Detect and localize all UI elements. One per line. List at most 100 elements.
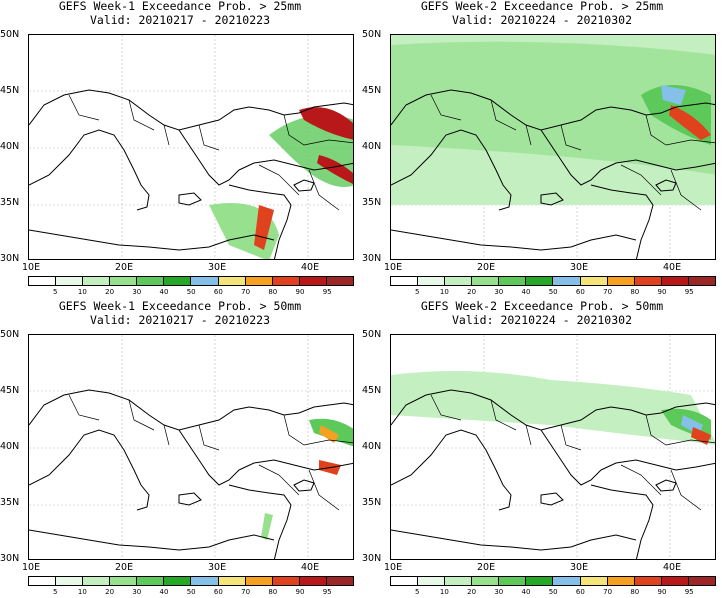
probability-map <box>390 34 716 260</box>
panel-title: GEFS Week-2 Exceedance Prob. > 25mm <box>420 0 664 13</box>
colorbar-label: 80 <box>268 288 278 296</box>
map-graphic <box>29 35 353 259</box>
colorbar-label: 80 <box>268 588 278 596</box>
map-graphic <box>391 35 715 259</box>
country-borders <box>68 94 353 211</box>
prob-area <box>691 427 711 445</box>
coastline <box>391 89 715 259</box>
colorbar-label: 5 <box>52 588 58 596</box>
colorbar-label: 40 <box>521 288 531 296</box>
lon-label: 10E <box>384 262 403 273</box>
colorbar-label: 80 <box>630 288 640 296</box>
lat-label: 35N <box>0 197 20 208</box>
colorbar-label: 90 <box>657 288 667 296</box>
colorbar-label: 20 <box>105 288 115 296</box>
panel-title: GEFS Week-1 Exceedance Prob. > 25mm <box>58 0 302 13</box>
prob-area <box>317 155 353 185</box>
probability-map <box>28 334 354 560</box>
colorbar-swatch <box>580 277 608 285</box>
colorbar-label: 40 <box>159 288 169 296</box>
colorbar-label: 70 <box>603 588 613 596</box>
colorbar-swatch <box>634 577 662 585</box>
colorbar-swatch <box>299 277 327 285</box>
colorbar-label: 70 <box>603 288 613 296</box>
lat-label: 45N <box>362 385 382 396</box>
country-borders <box>430 94 715 211</box>
colorbar-swatch <box>580 577 608 585</box>
panel-valid-dates: Valid: 20210224 - 20210302 <box>451 13 632 27</box>
colorbar-swatch <box>526 577 554 585</box>
lon-label: 30E <box>208 562 227 573</box>
lon-label: 40E <box>663 562 682 573</box>
lat-label: 40N <box>0 441 20 452</box>
colorbar-label: 95 <box>322 288 332 296</box>
colorbar-swatch <box>661 277 689 285</box>
coastline <box>29 89 353 259</box>
prob-area <box>299 107 353 140</box>
lat-label: 30N <box>0 553 20 564</box>
country-borders <box>430 394 715 511</box>
lat-label: 40N <box>362 141 382 152</box>
lat-label: 40N <box>0 141 20 152</box>
colorbar-label: 10 <box>77 588 87 596</box>
colorbar-swatch <box>218 277 246 285</box>
colorbar-label: 60 <box>575 588 585 596</box>
lon-label: 30E <box>208 262 227 273</box>
colorbar-label: 30 <box>494 288 504 296</box>
colorbar <box>390 276 716 286</box>
colorbar-label: 80 <box>630 588 640 596</box>
prob-area <box>669 105 711 140</box>
colorbar-swatch <box>164 577 192 585</box>
colorbar-swatch <box>499 277 527 285</box>
lon-label: 20E <box>477 562 496 573</box>
colorbar-label: 60 <box>575 288 585 296</box>
colorbar-swatch <box>110 577 138 585</box>
colorbar-label: 60 <box>213 588 223 596</box>
colorbar-label: 10 <box>439 588 449 596</box>
lat-label: 50N <box>0 329 20 340</box>
lat-label: 50N <box>362 329 382 340</box>
colorbar-swatch <box>607 577 635 585</box>
colorbar-swatch <box>191 577 219 585</box>
colorbar-label: 90 <box>295 288 305 296</box>
panel-title: GEFS Week-1 Exceedance Prob. > 50mm <box>58 299 302 313</box>
colorbar-swatch <box>688 277 715 285</box>
colorbar-swatch <box>445 577 473 585</box>
lat-label: 45N <box>0 85 20 96</box>
lon-label: 40E <box>301 562 320 573</box>
colorbar-label: 30 <box>132 288 142 296</box>
colorbar <box>390 576 716 586</box>
colorbar-label: 60 <box>213 288 223 296</box>
coastline <box>391 389 715 559</box>
panel-title: GEFS Week-2 Exceedance Prob. > 50mm <box>420 299 664 313</box>
prob-area <box>661 85 686 105</box>
colorbar-label: 70 <box>241 588 251 596</box>
lon-label: 10E <box>22 262 41 273</box>
colorbar-label: 95 <box>684 288 694 296</box>
lon-label: 20E <box>477 262 496 273</box>
lon-label: 30E <box>570 262 589 273</box>
colorbar-label: 20 <box>467 288 477 296</box>
lon-label: 30E <box>570 562 589 573</box>
colorbar-swatch <box>418 277 446 285</box>
coastline <box>29 389 353 559</box>
colorbar-swatch <box>499 577 527 585</box>
colorbar-label: 40 <box>159 588 169 596</box>
colorbar-label: 90 <box>657 588 667 596</box>
colorbar-swatch <box>661 577 689 585</box>
lat-label: 35N <box>362 497 382 508</box>
lat-label: 50N <box>362 29 382 40</box>
colorbar-label: 95 <box>322 588 332 596</box>
colorbar-label: 10 <box>77 288 87 296</box>
colorbar-swatch <box>272 277 300 285</box>
lon-label: 40E <box>301 262 320 273</box>
colorbar-label: 10 <box>439 288 449 296</box>
lat-label: 30N <box>362 253 382 264</box>
panel-valid-dates: Valid: 20210217 - 20210223 <box>89 313 270 327</box>
colorbar-swatch <box>83 577 111 585</box>
colorbar-swatch <box>56 577 84 585</box>
lat-label: 35N <box>362 197 382 208</box>
lat-label: 45N <box>0 385 20 396</box>
colorbar-swatch <box>607 277 635 285</box>
colorbar-label: 5 <box>414 288 420 296</box>
